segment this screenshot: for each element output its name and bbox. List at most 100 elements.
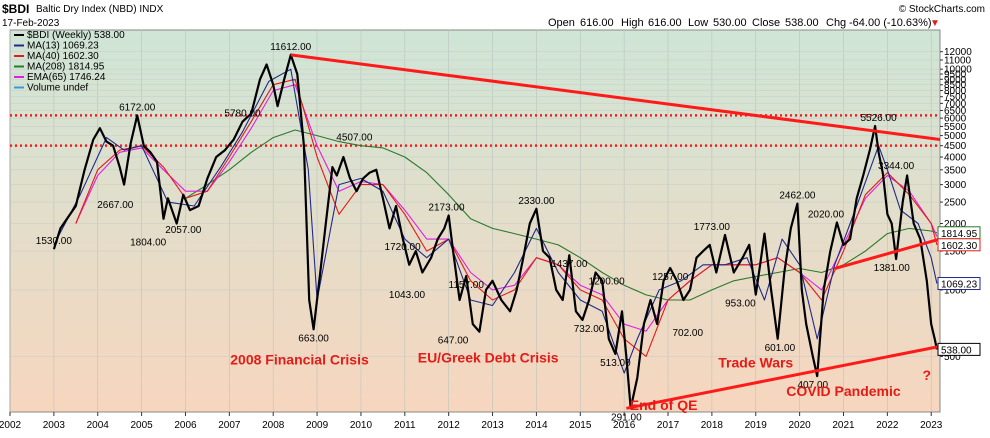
- x-tick-label: 2002: [0, 420, 22, 431]
- trend-line: [626, 344, 941, 410]
- low-value: 530.00: [713, 17, 747, 29]
- annotation: End of QE: [630, 397, 698, 413]
- dotted-resistance-lines: [10, 114, 940, 147]
- point-label: 5526.00: [861, 113, 898, 124]
- chg-value: -64.00 (-10.63%): [849, 17, 932, 29]
- y-tick-label: 3000: [944, 180, 967, 191]
- series-lines: [52, 53, 938, 410]
- close-label: Close: [752, 17, 780, 29]
- x-tick-label: 2012: [438, 420, 461, 431]
- x-tick-label: 2013: [481, 420, 504, 431]
- y-axis: 1200011000100009500900085008000750070006…: [940, 47, 972, 363]
- x-tick-label: 2015: [569, 420, 592, 431]
- x-tick-label: 2022: [876, 420, 899, 431]
- y-tick-label: 10000: [944, 65, 972, 76]
- value-box-label: 1069.23: [941, 280, 978, 291]
- y-tick-label: 9500: [944, 70, 967, 81]
- point-label: 1043.00: [389, 290, 426, 301]
- annotation: EU/Greek Debt Crisis: [418, 349, 559, 365]
- x-tick-label: 2005: [130, 420, 153, 431]
- x-tick-label: 2008: [262, 420, 285, 431]
- point-label: 2667.00: [97, 200, 134, 211]
- point-label: 3344.00: [878, 161, 915, 172]
- open-label: Open: [548, 17, 575, 29]
- point-label: 2020.00: [808, 210, 845, 221]
- x-tick-label: 2014: [525, 420, 548, 431]
- chg-label: Chg: [826, 17, 846, 29]
- y-tick-label: 9000: [944, 75, 967, 86]
- annotations: 2008 Financial Crisis EU/Greek Debt Crisi…: [230, 349, 931, 413]
- x-tick-label: 2019: [745, 420, 768, 431]
- ticker: $BDI: [2, 2, 29, 16]
- x-tick-label: 2004: [87, 420, 110, 431]
- y-tick-label: 6500: [944, 106, 967, 117]
- x-tick-label: 2020: [788, 420, 811, 431]
- point-label: 407.00: [797, 380, 828, 391]
- x-tick-label: 2010: [350, 420, 373, 431]
- point-label: 2057.00: [165, 225, 202, 236]
- point-label: 4507.00: [336, 133, 373, 144]
- high-value: 616.00: [648, 17, 682, 29]
- legend-label: $BDI (Weekly) 538.00: [27, 30, 125, 41]
- point-label: 11612.00: [270, 42, 311, 53]
- point-label: 2173.00: [428, 203, 465, 214]
- annotation: ?: [923, 367, 932, 383]
- x-axis: 2002 2003 2004 2005 2006 2007 2008 2009 2010 2011…: [0, 412, 943, 431]
- y-tick-label: 12000: [944, 47, 972, 58]
- x-tick-label: 2007: [218, 420, 241, 431]
- point-label: 2330.00: [518, 196, 555, 207]
- point-label: 1157.00: [449, 280, 485, 291]
- x-tick-label: 2006: [174, 420, 197, 431]
- series-line-ma40: [75, 78, 938, 357]
- x-tick-label: 2003: [43, 420, 66, 431]
- close-value: 538.00: [785, 17, 819, 29]
- value-box: [937, 238, 981, 252]
- y-tick-label: 500: [944, 352, 961, 363]
- point-label: 1257.00: [652, 272, 689, 283]
- legend-label: Volume undef: [27, 83, 88, 94]
- point-label: 291.00: [611, 412, 642, 423]
- value-box-label: 1602.30: [941, 241, 978, 252]
- legend-label: EMA(65) 1746.24: [27, 72, 106, 83]
- x-tick-label: 2011: [394, 420, 416, 431]
- point-label: 6172.00: [119, 102, 156, 113]
- y-tick-label: 4000: [944, 153, 967, 164]
- x-tick-label: 2021: [832, 420, 855, 431]
- y-tick-label: 7500: [944, 92, 967, 103]
- point-label: 5780.00: [224, 109, 261, 120]
- point-label: 601.00: [765, 343, 796, 354]
- y-tick-label: 3500: [944, 165, 967, 176]
- point-label: 513.00: [600, 358, 631, 369]
- chart-date: 17-Feb-2023: [2, 18, 60, 29]
- down-arrow-icon: ▼: [930, 18, 940, 29]
- point-label: 1381.00: [874, 263, 911, 274]
- index-name: Baltic Dry Index (NBD) INDX: [36, 4, 164, 15]
- point-label: 1530.00: [36, 236, 73, 247]
- x-tick-label: 2016: [613, 420, 636, 431]
- series-line-ma13: [53, 68, 938, 374]
- value-box-label: 1814.95: [941, 229, 978, 240]
- y-tick-label: 8500: [944, 80, 967, 91]
- point-label: 663.00: [298, 333, 329, 344]
- annotation: 2008 Financial Crisis: [230, 351, 369, 367]
- point-label: 1804.00: [130, 237, 167, 248]
- value-box-label: 538.00: [941, 345, 972, 356]
- point-label: 953.00: [725, 299, 756, 310]
- y-tick-label: 11000: [944, 56, 972, 67]
- y-tick-label: 7000: [944, 99, 967, 110]
- point-label: 1200.00: [589, 276, 626, 287]
- series-line-ema65: [75, 84, 938, 332]
- open-value: 616.00: [580, 17, 614, 29]
- x-tick-label: 2009: [306, 420, 329, 431]
- point-label: 647.00: [438, 336, 469, 347]
- ohlc-readout: Open 616.00 High 616.00 Low 530.00 Close…: [548, 17, 940, 29]
- annotation: Trade Wars: [718, 355, 793, 371]
- trend-line: [290, 53, 941, 142]
- series-line-price: [52, 53, 938, 410]
- value-box: [937, 342, 981, 356]
- source-credit: © StockCharts.com: [899, 4, 985, 15]
